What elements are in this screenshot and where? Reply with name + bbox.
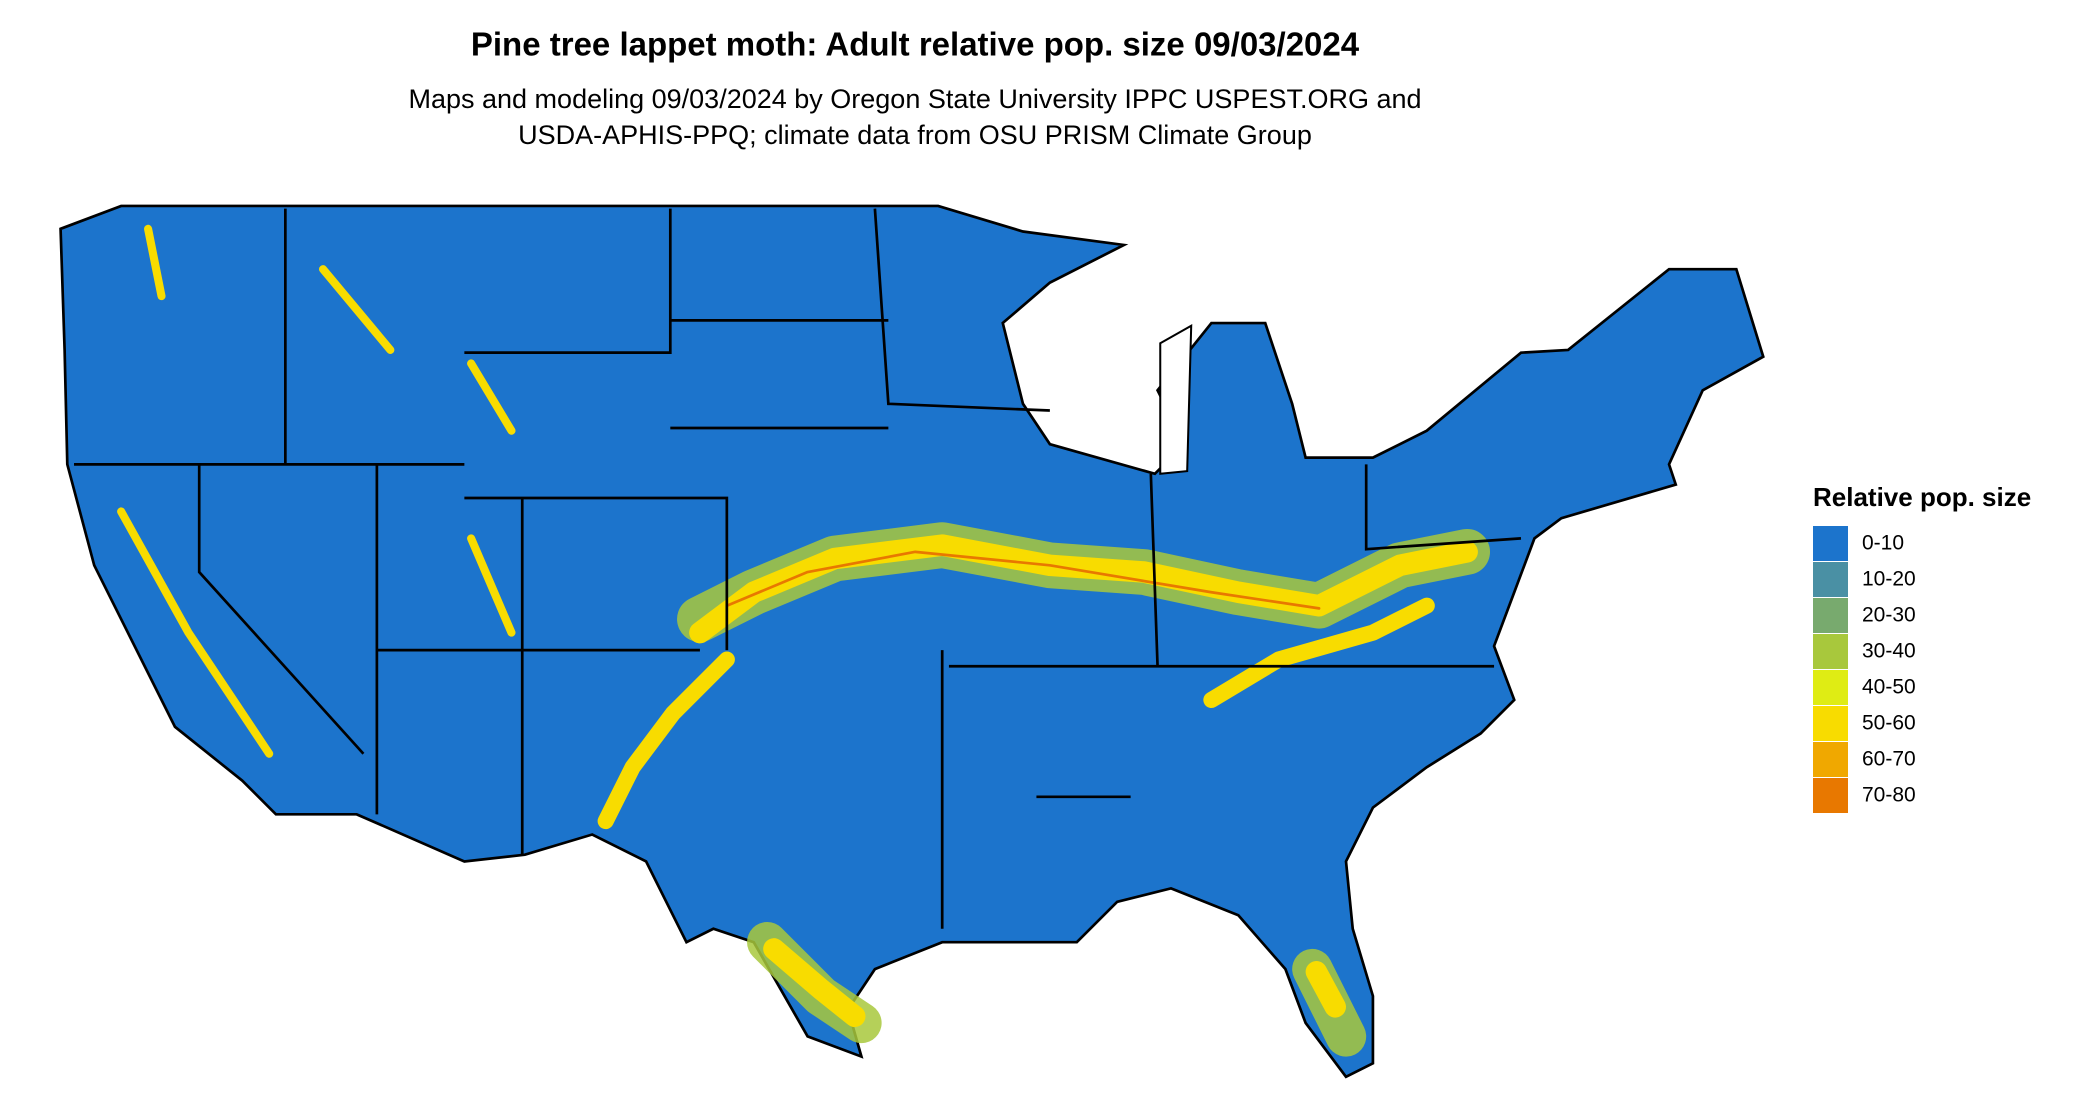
state-borders [74, 208, 1522, 929]
legend-label: 50-60 [1862, 712, 1916, 735]
legend-label: 70-80 [1862, 784, 1916, 807]
legend-swatch [1813, 706, 1848, 741]
legend-swatch [1813, 562, 1848, 597]
legend-label: 20-30 [1862, 604, 1916, 627]
legend-label: 60-70 [1862, 748, 1916, 771]
legend-swatch [1813, 526, 1848, 561]
legend-label: 10-20 [1862, 568, 1916, 591]
legend-swatch [1813, 742, 1848, 777]
subtitle: Maps and modeling 09/03/2024 by Oregon S… [408, 84, 1421, 114]
legend-label: 30-40 [1862, 640, 1916, 663]
legend-label: 40-50 [1862, 676, 1916, 699]
legend-label: 0-10 [1862, 532, 1904, 555]
legend: 0-10 10-20 20-30 30-40 40-50 50-60 60-70 70-80 [1813, 526, 1916, 813]
legend-swatch [1813, 598, 1848, 633]
subtitle: USDA-APHIS-PPQ; climate data from OSU PR… [518, 120, 1312, 150]
lake-michigan [1159, 323, 1193, 475]
legend-swatch [1813, 778, 1848, 813]
legend-swatch [1813, 634, 1848, 669]
us-outline [59, 204, 1765, 1079]
legend-swatch [1813, 670, 1848, 705]
legend-title: Relative pop. size [1813, 482, 2031, 512]
us-map [59, 204, 1765, 1079]
title: Pine tree lappet moth: Adult relative po… [471, 26, 1360, 63]
suitability-bands [117, 224, 1491, 1057]
